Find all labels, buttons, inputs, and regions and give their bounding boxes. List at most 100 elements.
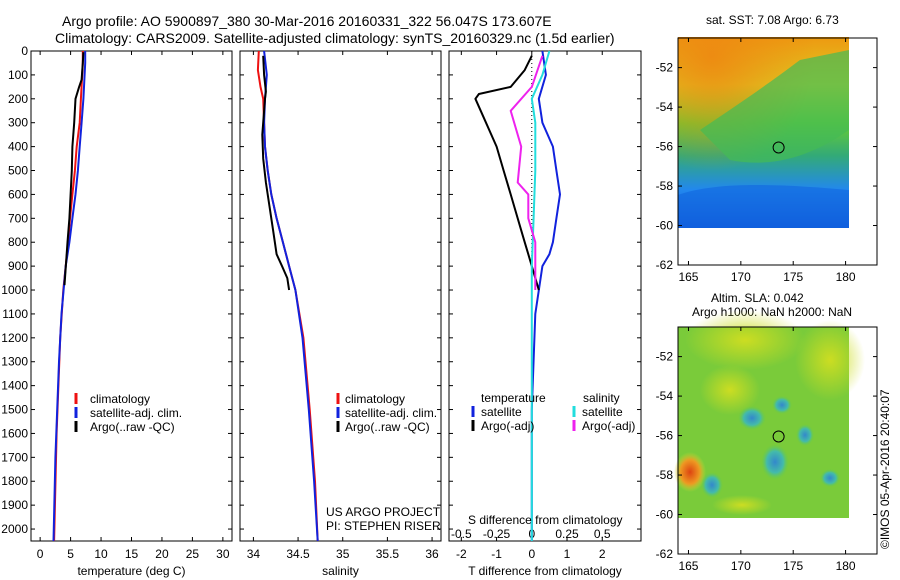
map-x-tick-label: 165 [678,270,698,284]
depth-tick-label: 1600 [1,426,28,440]
sla-cold-eddy [761,444,789,480]
difference-panel: -2 -1 0 1 2-0.5 -0.25 0 0.25 0.5T difference fro… [448,50,642,578]
x-tick-label: -2 [456,547,467,561]
map-x-tick-label: 175 [783,559,803,573]
map-x-tick-label: 165 [678,559,698,573]
sla-yellow-patch [700,365,760,415]
x-tick-label: 30 [216,547,230,561]
map-y-tick-label: -54 [656,389,674,403]
map-y-tick-label: -62 [656,547,674,561]
x-tick-label: 0 [37,547,44,561]
argo-location-marker [772,430,785,443]
legend-heading-salinity: salinity [583,391,620,405]
temperature-panel: 0100200300400500600700800900100011001200… [1,44,233,578]
depth-tick-label: 600 [8,187,28,201]
legend-label-t-satellite: satellite [481,405,522,419]
x-tick-label: 0 [528,547,535,561]
sst-green-tongue [700,50,849,163]
depth-tick-label: 1400 [1,379,28,393]
plot-frame [448,50,642,542]
x-tick-label: -1 [491,547,502,561]
x-axis-label: T difference from climatology [468,564,622,578]
x-tick-label: 25 [186,547,200,561]
depth-tick-label: 1100 [2,307,28,321]
pi-label: PI: STEPHEN RISER [326,519,441,533]
map-y-tick-label: -52 [656,350,674,364]
depth-tick-label: 500 [8,164,28,178]
map-y-tick-label: -56 [656,140,674,154]
legend-label-argo: Argo(..raw -QC) [90,420,175,434]
series-line-t-satellite [530,50,561,541]
s-tick-label: -0.25 [483,527,511,541]
title-line-2: Climatology: CARS2009. Satellite-adjuste… [55,30,615,46]
plot-frame [30,50,233,542]
depth-tick-label: 200 [8,92,28,106]
legend-label-argo: Argo(..raw -QC) [345,420,430,434]
x-tick-label: 34.5 [286,547,310,561]
s-tick-label: -0.5 [451,527,472,541]
legend-label-satellite: satellite-adj. clim. [345,406,437,420]
sla-cold-eddy [701,472,723,498]
difference-legend: temperature salinity satellite Argo(-adj… [471,391,635,433]
series-line-climatology [53,51,84,542]
sla-yellow-patch [712,495,772,515]
sst-map: sat. SST: 7.08 Argo: 6.73 165 170 175 180 -5… [656,13,878,284]
series-line-argo-raw-qc- [261,55,291,291]
sst-cold-band [678,185,849,228]
s-diff-xlabel: S difference from climatology [468,513,623,527]
salinity-panel: 34 34.5 35 35.5 36 salinity [239,50,442,578]
map-x-tick-label: 180 [836,270,856,284]
x-axis-label: temperature (deg C) [77,564,185,578]
s-tick-label: 0.25 [555,527,579,541]
map-y-tick-label: -62 [656,258,674,272]
map-x-tick-label: 180 [836,559,856,573]
series-line-s-argo-adj- [509,55,544,290]
series-line-argo-raw-qc- [63,52,85,286]
depth-tick-label: 1500 [1,403,28,417]
depth-tick-label: 300 [8,116,28,130]
x-tick-label: 35.5 [376,547,400,561]
sla-cold-eddy [772,396,792,414]
argo-location-marker [772,141,785,154]
depth-tick-label: 1200 [1,331,28,345]
imos-credit: ©IMOS 05-Apr-2016 20:40:07 [878,389,892,549]
sst-map-title: sat. SST: 7.08 Argo: 6.73 [706,13,839,27]
sla-cold-eddy [820,469,840,487]
depth-tick-label: 1900 [1,498,28,512]
sla-cold-eddy [738,406,766,430]
legend-label-s-satellite: satellite [582,405,623,419]
series-line-climatology [256,50,319,542]
project-label: US ARGO PROJECT [326,505,441,519]
depth-tick-label: 100 [8,68,28,82]
map-x-tick-label: 170 [731,270,751,284]
depth-tick-label: 800 [8,235,28,249]
sla-warm-eddy [674,452,706,492]
legend-label-satellite: satellite-adj. clim. [90,406,182,420]
map-frame [677,37,878,266]
legend-label-climatology: climatology [90,392,150,406]
depth-tick-label: 1300 [1,355,28,369]
series-line-satellite-adj-clim- [52,51,87,542]
title-line-1: Argo profile: AO 5900897_380 30-Mar-2016… [62,13,552,29]
plot-frame [239,50,442,542]
salinity-legend: climatology satellite-adj. clim. Argo(..… [336,392,437,434]
sla-map-axes: 165 170 175 180 -52 -54 -56 -58 -60 -62 [656,326,878,573]
x-tick-label: 20 [155,547,169,561]
depth-tick-label: 1700 [1,450,28,464]
depth-tick-label: 400 [8,140,28,154]
temperature-legend: climatology satellite-adj. clim. Argo(..… [74,392,182,434]
legend-label-s-argo: Argo(-adj) [582,419,635,433]
depth-tick-label: 0 [21,44,28,58]
map-y-tick-label: -60 [656,219,674,233]
x-tick-label: 1 [564,547,571,561]
series-line-t-argo-adj- [474,55,540,291]
map-y-tick-label: -58 [656,179,674,193]
s-tick-label: 0.5 [594,527,611,541]
sst-map-axes: 165 170 175 180 -52 -54 -56 -58 -60 -62 [656,37,878,284]
map-x-tick-label: 175 [783,270,803,284]
x-tick-label: 15 [125,547,139,561]
sla-yellow-patch [685,310,805,370]
sla-yellow-patch [795,320,865,400]
map-y-tick-label: -52 [656,61,674,75]
